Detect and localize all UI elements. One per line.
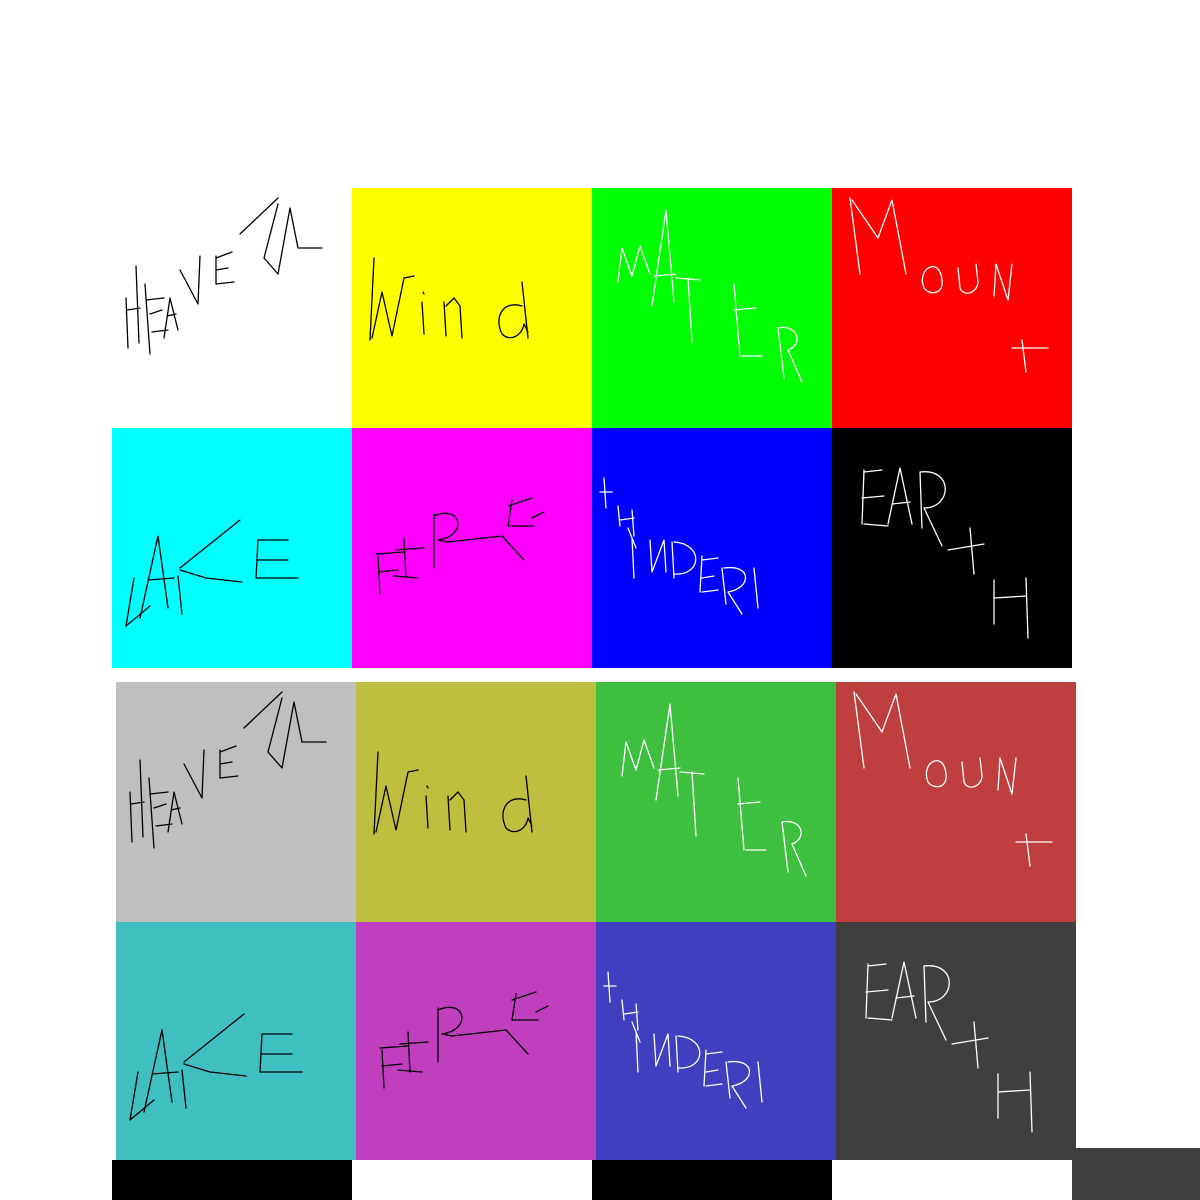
handwritten-lake: LAKE bbox=[129, 1013, 303, 1121]
handwritten-lake: LAKE bbox=[125, 519, 299, 627]
tile-fire: FIRE bbox=[352, 428, 592, 668]
handwritten-fire: FIRE bbox=[379, 991, 549, 1089]
tile-mount: MOUNT bbox=[832, 188, 1072, 428]
tile-thunder: THUNDER bbox=[592, 428, 832, 668]
handwritten-water: WATER bbox=[617, 209, 803, 383]
tile-earth: EARTH bbox=[832, 428, 1072, 668]
handwritten-mount: MOUNT bbox=[849, 197, 1049, 373]
handwritten-wind: Wind bbox=[369, 257, 529, 341]
tile-earth: EARTH bbox=[836, 922, 1076, 1162]
handwritten-mount: MOUNT bbox=[853, 691, 1053, 867]
bottom-strip-segment bbox=[592, 1160, 832, 1200]
tile-lake: LAKE bbox=[116, 922, 356, 1162]
bottom-strip-segment bbox=[112, 1160, 352, 1200]
handwritten-heaven: HEAVEN bbox=[125, 197, 323, 355]
handwritten-thunder: THUNDER bbox=[599, 477, 759, 615]
tile-mount: MOUNT bbox=[836, 682, 1076, 922]
handwritten-earth: EARTH bbox=[861, 467, 1029, 639]
tile-thunder: THUNDER bbox=[596, 922, 836, 1162]
tile-water: WATER bbox=[596, 682, 836, 922]
tile-water: WATER bbox=[592, 188, 832, 428]
tile-wind: Wind bbox=[352, 188, 592, 428]
handwritten-thunder: THUNDER bbox=[603, 971, 763, 1109]
tile-heaven: HEAVEN bbox=[112, 188, 352, 428]
bottom-strip-segment bbox=[832, 1160, 1072, 1200]
handwritten-wind: Wind bbox=[373, 751, 533, 835]
handwritten-heaven: HEAVEN bbox=[129, 691, 327, 849]
bottom-strip-segment bbox=[352, 1160, 592, 1200]
bottom-strip-segment bbox=[1072, 1148, 1200, 1200]
handwritten-water: WATER bbox=[621, 703, 807, 877]
tile-heaven: HEAVEN bbox=[116, 682, 356, 922]
handwritten-earth: EARTH bbox=[865, 961, 1033, 1133]
tile-fire: FIRE bbox=[356, 922, 596, 1162]
handwritten-fire: FIRE bbox=[375, 497, 545, 595]
tile-lake: LAKE bbox=[112, 428, 352, 668]
tile-wind: Wind bbox=[356, 682, 596, 922]
